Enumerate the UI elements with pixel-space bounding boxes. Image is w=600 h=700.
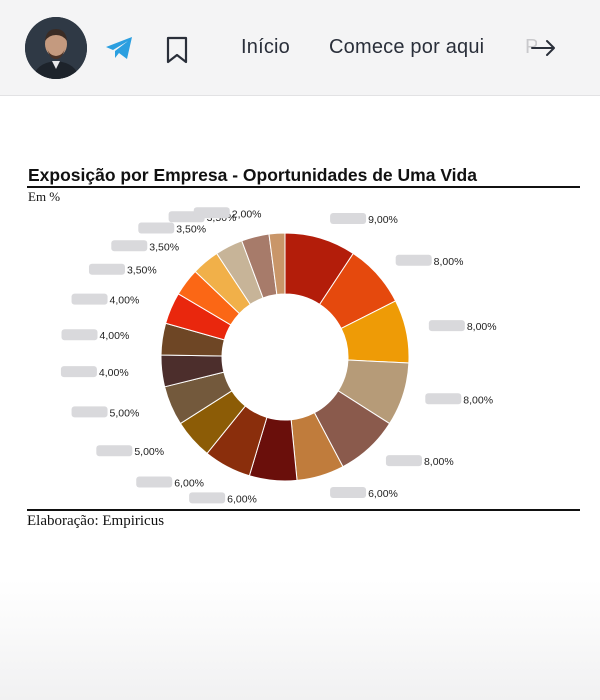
telegram-icon[interactable] — [102, 30, 138, 66]
slice-data-label: 5,00% — [134, 446, 164, 458]
redacted-company-name — [111, 240, 148, 252]
slice-data-label: 3,50% — [176, 223, 206, 235]
redacted-company-name — [193, 207, 230, 219]
redacted-company-name — [136, 476, 173, 488]
avatar[interactable] — [25, 17, 87, 79]
slice-data-label: 8,00% — [463, 394, 493, 406]
slice-data-label: 8,00% — [424, 456, 454, 468]
redacted-company-name — [330, 486, 367, 498]
redacted-company-name — [330, 213, 367, 225]
slice-data-label: 5,00% — [110, 407, 140, 419]
chart-unit: Em % — [28, 189, 61, 204]
nav-link-comece-por-aqui[interactable]: Comece por aqui — [329, 36, 485, 58]
chart-source: Elaboração: Empiricus — [27, 513, 165, 529]
divider — [27, 509, 580, 511]
donut-chart: 9,00% 8,00% 8,00% 8,00% 8,00% 6,00% 6,00% 6,00%… — [60, 207, 497, 505]
slice-data-label: 3,50% — [127, 265, 157, 277]
slice-data-label: 6,00% — [368, 488, 398, 500]
page-footer-fade — [0, 580, 600, 700]
redacted-company-name — [138, 222, 175, 234]
redacted-company-name — [425, 393, 462, 405]
redacted-company-name — [88, 263, 125, 275]
redacted-company-name — [71, 406, 108, 418]
redacted-company-name — [428, 320, 465, 332]
arrow-right-icon[interactable] — [530, 34, 558, 62]
slice-data-label: 8,00% — [434, 256, 464, 268]
donut-slice — [268, 232, 286, 296]
redacted-company-name — [61, 329, 98, 341]
avatar-image — [25, 17, 87, 79]
top-navigation-bar: Início Comece por aqui P — [0, 0, 600, 96]
divider — [27, 186, 580, 188]
nav-link-overflow[interactable]: P — [525, 36, 537, 58]
bookmark-icon[interactable] — [160, 30, 196, 66]
redacted-company-name — [395, 254, 432, 266]
slice-data-label: 9,00% — [368, 214, 398, 226]
slice-data-label: 4,00% — [99, 367, 129, 379]
chart-title: Exposição por Empresa - Oportunidades de… — [28, 165, 477, 185]
slice-data-label: 6,00% — [174, 477, 204, 489]
redacted-company-name — [385, 455, 422, 467]
slice-data-label: 8,00% — [467, 321, 497, 333]
redacted-company-name — [96, 445, 133, 457]
slice-data-label: 4,00% — [100, 330, 130, 342]
slice-data-label: 3,50% — [149, 241, 179, 253]
slice-data-label: 4,00% — [110, 295, 140, 307]
redacted-company-name — [71, 293, 108, 305]
slice-data-label: 2,00% — [232, 208, 262, 220]
nav-link-inicio[interactable]: Início — [241, 36, 291, 58]
redacted-company-name — [60, 366, 97, 378]
redacted-company-name — [189, 492, 226, 504]
slice-data-label: 6,00% — [227, 493, 257, 505]
